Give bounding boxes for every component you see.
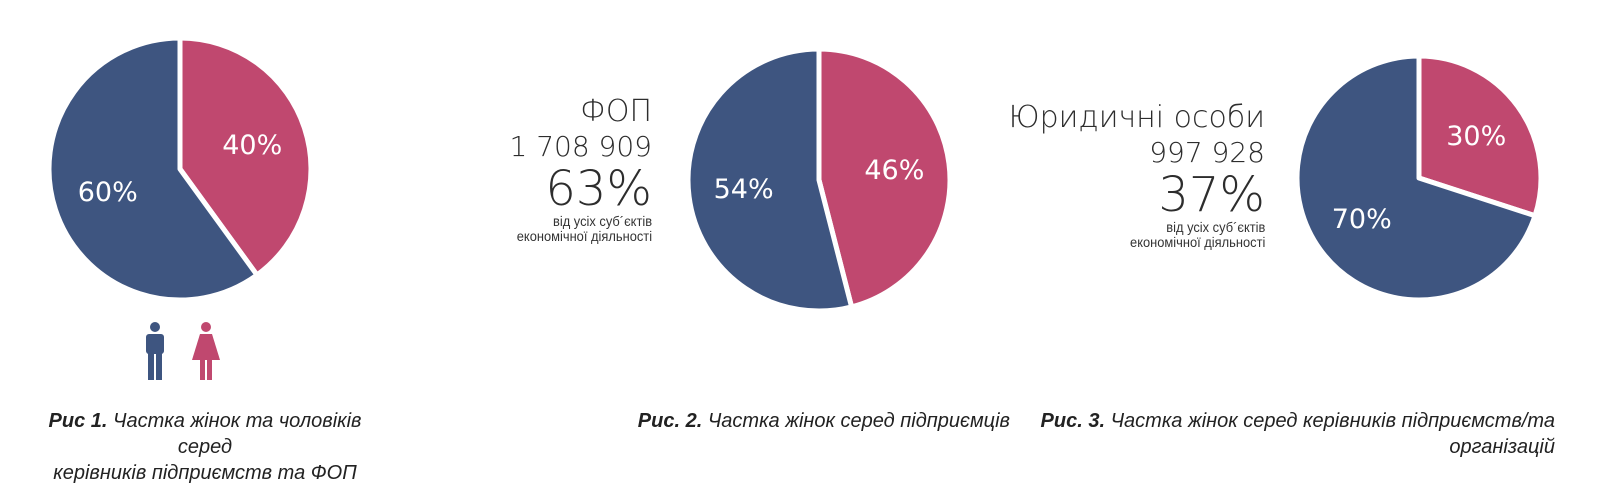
figure-2-caption-prefix: Рис. 2. <box>637 410 703 432</box>
figure-3-note-line1: від усіх суб´єктів <box>1165 219 1265 235</box>
pie-slice-women <box>1416 53 1544 219</box>
figure-3-summary: Юридичні особи 997 928 37% від усіх суб´… <box>1009 100 1265 250</box>
figure-3-title: Юридичні особи <box>1008 100 1265 135</box>
figure-1-caption: Рис 1. Частка жінок та чоловіків серед к… <box>20 408 390 486</box>
figure-3-note-line2: економічної діяльності <box>1129 234 1265 250</box>
female-leg-left <box>200 358 205 380</box>
pie-label-men: 54% <box>714 174 774 205</box>
pie-slice-men <box>685 46 855 314</box>
figure-3-count: 997 928 <box>1149 136 1265 169</box>
figure-3-caption-line2: організацій <box>1449 436 1555 458</box>
figure-2-note-line1: від усіх суб´єктів <box>552 213 652 229</box>
female-leg-right <box>207 358 212 380</box>
female-icon <box>192 322 220 380</box>
pie-slice-women <box>816 46 953 310</box>
figure-3-share: 37% <box>1158 167 1265 223</box>
pie-chart-1: 40% 60% <box>46 35 314 303</box>
pie-slice-men <box>46 35 260 303</box>
pie-label-women: 40% <box>222 130 282 161</box>
figure-3-caption-prefix: Рис. 3. <box>1040 410 1106 432</box>
pie-label-men: 60% <box>78 177 138 208</box>
male-torso <box>146 334 164 354</box>
figure-2-caption: Рис. 2. Частка жінок серед підприємців <box>600 408 1010 434</box>
female-dress <box>192 334 220 360</box>
pie-label-women: 30% <box>1446 121 1506 152</box>
pie-slice-men <box>1294 53 1538 303</box>
figure-3-caption-line1: Частка жінок серед керівників підприємст… <box>1110 410 1555 432</box>
pie-label-men: 70% <box>1332 204 1392 235</box>
pie-slice-women <box>177 35 314 278</box>
pie-label-women: 46% <box>864 155 924 186</box>
figure-1-caption-line1: Частка жінок та чоловіків серед <box>113 410 362 458</box>
male-head <box>150 322 160 332</box>
male-icon <box>146 322 164 380</box>
female-head <box>201 322 211 332</box>
figure-1-caption-prefix: Рис 1. <box>48 410 108 432</box>
figure-2-summary: ФОП 1 708 909 63% від усіх суб´єктів еко… <box>505 94 652 244</box>
pie-chart-3: 30% 70% <box>1294 53 1544 303</box>
figure-3-caption: Рис. 3. Частка жінок серед керівників пі… <box>1040 408 1555 460</box>
figure-1-caption-line2: керівників підприємств та ФОП <box>53 462 357 484</box>
pie-chart-2: 46% 54% <box>685 46 953 314</box>
figure-2-note-line2: економічної діяльності <box>516 228 652 244</box>
male-leg-right <box>156 352 162 380</box>
male-leg-left <box>148 352 154 380</box>
figure-2-caption-text: Частка жінок серед підприємців <box>707 410 1010 432</box>
figure-2-title: ФОП <box>580 94 652 129</box>
figure-2-share: 63% <box>545 161 652 217</box>
figure-2-count: 1 708 909 <box>509 130 652 163</box>
